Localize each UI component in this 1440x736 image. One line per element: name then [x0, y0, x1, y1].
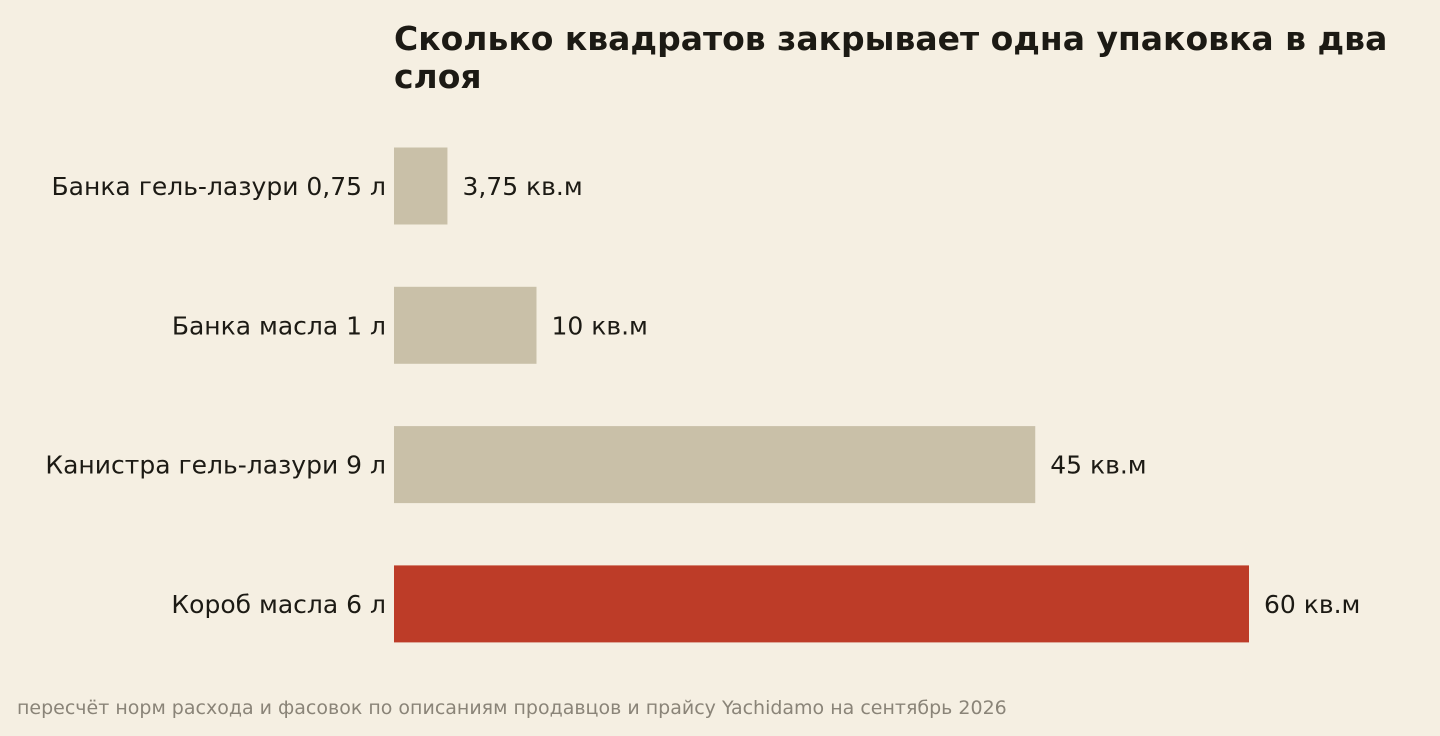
value-label-4: 60 кв.м: [1264, 590, 1360, 619]
bar-2: [394, 286, 537, 364]
bar-4: [394, 565, 1249, 643]
value-labels-group: 3,75 кв.м 10 кв.м 45 кв.м 60 кв.м: [462, 172, 1360, 619]
chart-title-line-2: слоя: [394, 57, 482, 96]
category-label-3: Канистра гель-лазури 9 л: [45, 451, 386, 480]
value-label-3: 45 кв.м: [1050, 451, 1146, 480]
value-label-1: 3,75 кв.м: [462, 172, 582, 201]
value-label-2: 10 кв.м: [552, 311, 648, 340]
bar-1: [394, 147, 448, 225]
category-label-4: Короб масла 6 л: [171, 590, 386, 619]
category-label-2: Банка масла 1 л: [172, 311, 386, 340]
bar-3: [394, 426, 1036, 504]
chart-title-line-1: Сколько квадратов закрывает одна упаковк…: [394, 19, 1387, 58]
category-label-1: Банка гель-лазури 0,75 л: [52, 172, 386, 201]
category-labels-group: Банка гель-лазури 0,75 л Банка масла 1 л К…: [45, 172, 386, 619]
source-note: пересчёт норм расхода и фасовок по описа…: [17, 697, 1007, 719]
bars-group: [394, 147, 1249, 643]
